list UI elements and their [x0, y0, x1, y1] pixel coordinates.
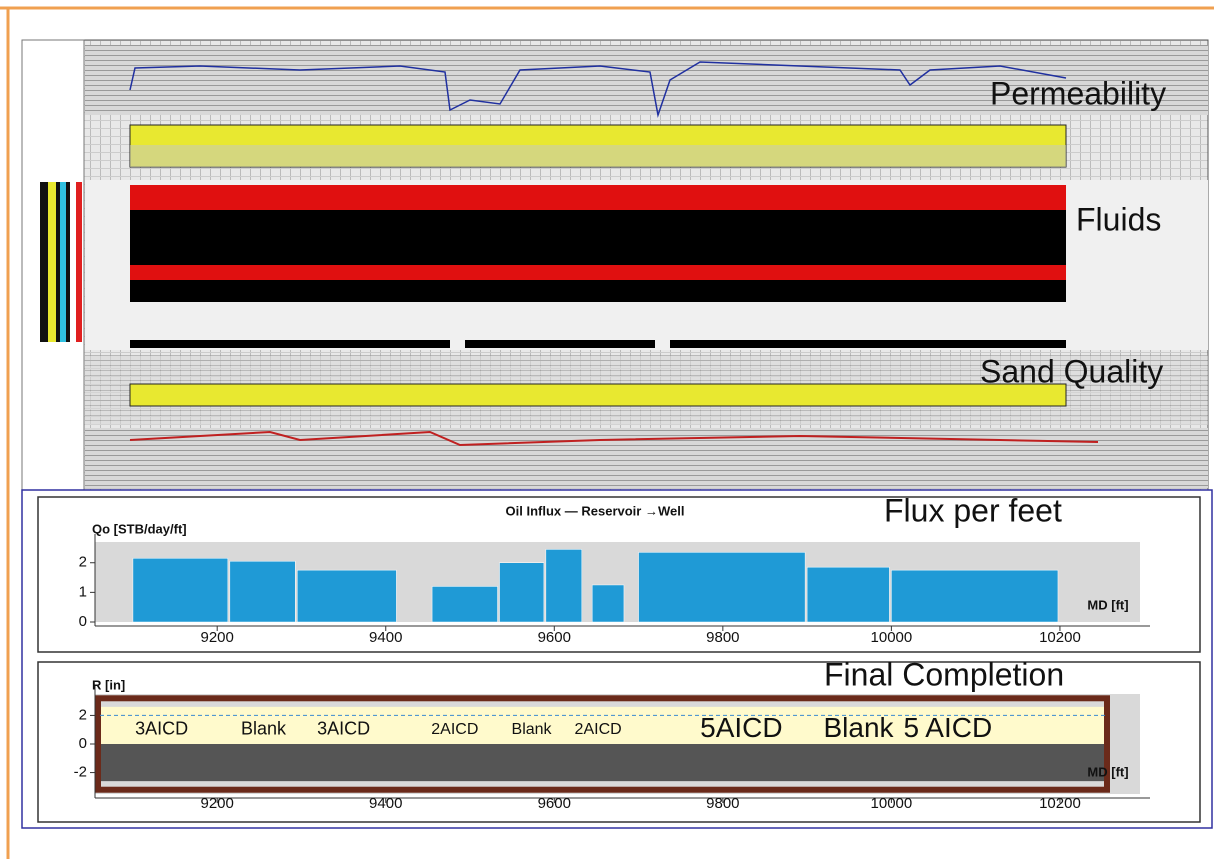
x-tick-label: 10000 [871, 629, 913, 646]
lower-band [100, 744, 1105, 782]
bar [591, 584, 625, 623]
y-tick-label: -2 [74, 764, 87, 781]
track-label: Sand Quality [980, 353, 1163, 389]
segment-label: 5AICD [700, 712, 782, 743]
x-tick-label: 9400 [369, 629, 402, 646]
segment-label: Blank [824, 712, 895, 743]
log-panel [21, 39, 1209, 491]
x-tick-label: 9800 [706, 795, 739, 812]
track-label: Permeability [990, 75, 1166, 111]
y-tick-label: 0 [79, 735, 87, 752]
segment-label: 2AICD [431, 721, 478, 738]
well-frame [95, 695, 1110, 793]
segment-label: Blank [512, 721, 553, 738]
x-axis-label: MD [ft] [1087, 597, 1128, 612]
bar [431, 586, 498, 623]
track-label: Fluids [1076, 201, 1161, 237]
y-axis-label: Qo [STB/day/ft] [92, 521, 187, 536]
bar [545, 549, 583, 623]
y-tick-label: 2 [79, 554, 87, 571]
upper-band [100, 706, 1105, 744]
bar [297, 569, 397, 623]
x-tick-label: 10200 [1039, 795, 1081, 812]
segment-label: 3AICD [317, 718, 370, 738]
bar [891, 569, 1059, 623]
x-tick-label: 9200 [201, 795, 234, 812]
segment-label: 5 AICD [904, 712, 993, 743]
segment-label: 2AICD [575, 721, 622, 738]
x-tick-label: 9400 [369, 795, 402, 812]
x-tick-label: 9200 [201, 629, 234, 646]
y-tick-label: 1 [79, 583, 87, 600]
bar [132, 558, 229, 623]
chart-title: Oil Influx — Reservoir →Well [506, 503, 685, 518]
x-tick-label: 10200 [1039, 629, 1081, 646]
x-tick-label: 9800 [706, 629, 739, 646]
annotation: Final Completion [824, 656, 1064, 692]
segment-label: 3AICD [135, 718, 188, 738]
y-axis-label: R [in] [92, 677, 125, 692]
annotation: Flux per feet [884, 492, 1062, 528]
bar [499, 562, 545, 623]
x-axis-label: MD [ft] [1087, 764, 1128, 779]
x-tick-label: 9600 [538, 795, 571, 812]
y-tick-label: 0 [79, 613, 87, 630]
x-tick-label: 10000 [871, 795, 913, 812]
bar [229, 561, 296, 623]
bar [638, 552, 806, 623]
segment-label: Blank [241, 718, 287, 738]
bar [806, 566, 890, 623]
x-tick-label: 9600 [538, 629, 571, 646]
y-tick-label: 2 [79, 706, 87, 723]
